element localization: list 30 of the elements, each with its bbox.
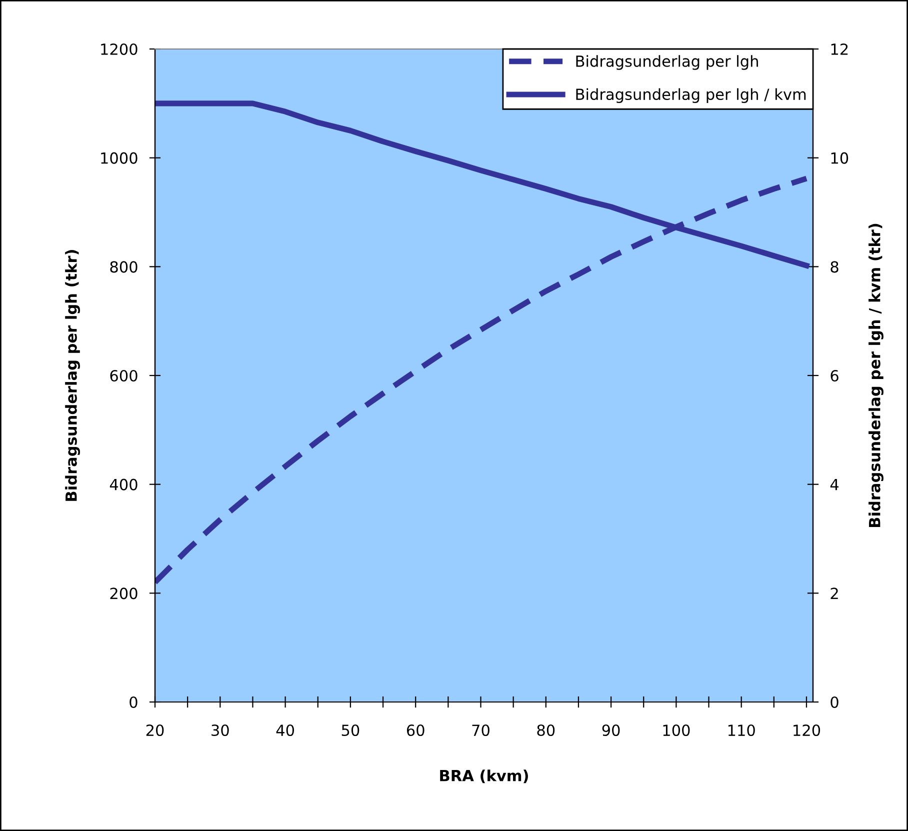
y-tick-label: 400 xyxy=(110,478,138,490)
y-tick-label: 1200 xyxy=(101,43,138,56)
x-tick-label: 30 xyxy=(212,724,229,736)
x-tick-label: 50 xyxy=(342,724,360,736)
legend-label: Bidragsunderlag per lgh / kvm xyxy=(576,88,806,104)
y2-tick-label: 10 xyxy=(831,152,848,164)
y2-tick-label: 0 xyxy=(830,696,838,708)
y2-tick-label: 12 xyxy=(831,43,848,55)
y2-tick-label: 2 xyxy=(830,588,838,599)
x-tick-label: 120 xyxy=(794,724,820,736)
y2-tick-label: 6 xyxy=(830,370,838,382)
x-tick-label: 110 xyxy=(728,724,755,736)
x-tick-label: 20 xyxy=(146,724,164,736)
y-tick-label: 800 xyxy=(110,261,138,273)
x-tick-label: 90 xyxy=(602,724,620,736)
x-tick-label: 60 xyxy=(406,724,424,736)
y2-tick-label: 8 xyxy=(830,261,838,273)
y-tick-label: 200 xyxy=(110,588,138,600)
x-tick-label: 70 xyxy=(472,724,490,736)
y-tick-label: 600 xyxy=(110,370,138,382)
y2-tick-label: 4 xyxy=(830,479,839,490)
x-tick-label: 80 xyxy=(537,724,555,736)
x-tick-label: 40 xyxy=(276,724,294,736)
y-tick-label: 0 xyxy=(130,696,138,708)
legend-label: Bidragsunderlag per lgh xyxy=(576,55,758,70)
x-tick-label: 100 xyxy=(663,724,690,736)
y-axis-title: Bidragsunderlag per lgh (tkr) xyxy=(65,250,80,501)
y-tick-label: 1000 xyxy=(101,152,138,164)
y2-axis-title: Bidragsunderlag per lgh / kvm (tkr) xyxy=(868,224,884,527)
x-axis-title: BRA (kvm) xyxy=(440,770,528,784)
